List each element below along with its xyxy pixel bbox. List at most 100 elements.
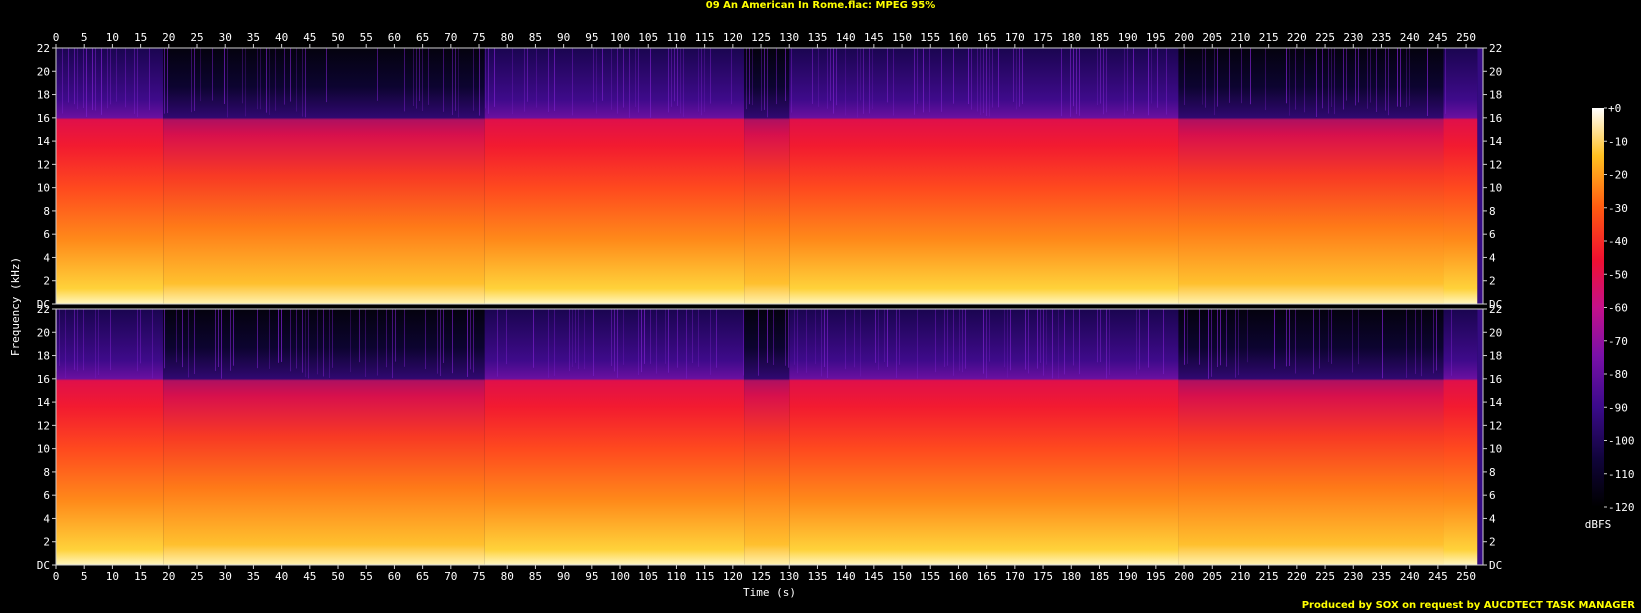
spectrum-streak [140, 309, 141, 364]
x-tick-label: 25 [190, 31, 203, 44]
spectrum-streak [554, 309, 555, 376]
y-tick-label: 6 [1489, 228, 1496, 241]
y-tick-label: 12 [37, 158, 50, 171]
spectrum-streak [224, 48, 225, 104]
x-tick-label: 75 [472, 570, 485, 583]
spectrum-streak [332, 309, 333, 368]
x-tick-label: 85 [529, 570, 542, 583]
spectrum-segment [744, 48, 790, 304]
spectrum-streak [1136, 309, 1137, 375]
spectrum-streak [992, 48, 993, 108]
spectrum-streak [404, 48, 405, 112]
spectrum-streak [218, 309, 219, 368]
spectrum-streak [965, 309, 966, 369]
spectrum-streak [704, 48, 705, 113]
spectrum-streak [1040, 309, 1041, 363]
spectrum-streak [767, 48, 768, 118]
spectrum-streak [59, 309, 60, 366]
x-tick-label: 80 [501, 31, 514, 44]
spectrum-streak [1013, 48, 1014, 102]
colorbar-tick-label: -70 [1608, 335, 1628, 348]
spectrum-streak [350, 309, 351, 373]
spectrum-streak [944, 309, 945, 367]
spectrum-streak [677, 48, 678, 106]
y-tick-label: 8 [43, 205, 50, 218]
x-tick-label: 90 [557, 570, 570, 583]
y-tick-label: 16 [1489, 112, 1502, 125]
spectrum-streak [686, 309, 687, 379]
spectrum-streak [1106, 48, 1107, 113]
spectrum-streak [317, 309, 318, 375]
x-tick-label: 15 [134, 31, 147, 44]
spectrum-streak [227, 48, 228, 118]
spectrum-streak [638, 309, 639, 376]
y-tick-label: 18 [37, 89, 50, 102]
x-tick-label: 95 [585, 570, 598, 583]
spectrum-streak [290, 48, 291, 102]
spectrum-streak [614, 309, 615, 372]
spectrum-streak [305, 48, 306, 118]
spectrum-streak [533, 309, 534, 368]
spectrum-streak [215, 309, 216, 371]
spectrum-streak [527, 48, 528, 102]
spectrum-streak [455, 48, 456, 111]
spectrum-streak [1148, 48, 1149, 116]
spectrum-streak [452, 309, 453, 374]
x-tick-label: 5 [81, 570, 88, 583]
spectrum-streak [137, 48, 138, 117]
spectrum-streak [1289, 48, 1290, 116]
spectrum-streak [746, 48, 747, 110]
spectrum-streak [290, 309, 291, 372]
spectrum-streak [971, 48, 972, 110]
spectrum-segment [56, 48, 164, 304]
spectrum-streak [359, 309, 360, 363]
spectrum-streak [1328, 309, 1329, 363]
y-tick-label: 12 [1489, 158, 1502, 171]
spectrum-streak [692, 309, 693, 364]
spectrum-streak [1217, 309, 1218, 368]
spectrum-streak [494, 48, 495, 107]
x-tick-label: 90 [557, 31, 570, 44]
spectrum-streak [917, 48, 918, 104]
spectrum-streak [1445, 48, 1446, 114]
spectrum-streak [1058, 309, 1059, 379]
x-tick-label: 130 [779, 31, 799, 44]
spectrum-streak [269, 309, 270, 369]
spectrum-streak [452, 48, 453, 115]
panel-frame [55, 308, 1484, 566]
y-tick-label: 4 [43, 512, 50, 525]
x-tick-label: 150 [892, 570, 912, 583]
x-tick-label: 60 [388, 570, 401, 583]
spectrum-streak [485, 48, 486, 109]
y-tick-label: 20 [1489, 326, 1502, 339]
spectrum-streak [869, 48, 870, 114]
colorbar-tick-label: +0 [1608, 102, 1621, 115]
x-tick-label: 0 [53, 570, 60, 583]
x-tick-label: 30 [219, 570, 232, 583]
spectrum-streak [584, 309, 585, 370]
spectrum-streak [917, 309, 918, 379]
spectrum-segment [163, 48, 485, 304]
x-tick-label: 140 [836, 31, 856, 44]
x-tick-label: 15 [134, 570, 147, 583]
spectrum-streak [512, 48, 513, 115]
spectrum-streak [386, 309, 387, 368]
x-tick-label: 65 [416, 31, 429, 44]
x-tick-label: 245 [1428, 31, 1448, 44]
spectrum-streak [716, 309, 717, 368]
x-tick-label: 205 [1202, 31, 1222, 44]
y-tick-label: 8 [1489, 205, 1496, 218]
spectrum-streak [1148, 309, 1149, 368]
x-axis-label: Time (s) [743, 586, 796, 599]
x-tick-label: 20 [162, 570, 175, 583]
spectrum-streak [257, 309, 258, 369]
spectrum-streak [1346, 48, 1347, 101]
spectrum-streak [68, 48, 69, 103]
spectrum-streak [137, 309, 138, 372]
spectrum-streak [323, 309, 324, 377]
x-tick-label: 195 [1146, 31, 1166, 44]
spectrum-streak [242, 48, 243, 104]
y-tick-label: 14 [37, 396, 51, 409]
spectrum-streak [761, 48, 762, 111]
spectrum-streak [989, 48, 990, 117]
